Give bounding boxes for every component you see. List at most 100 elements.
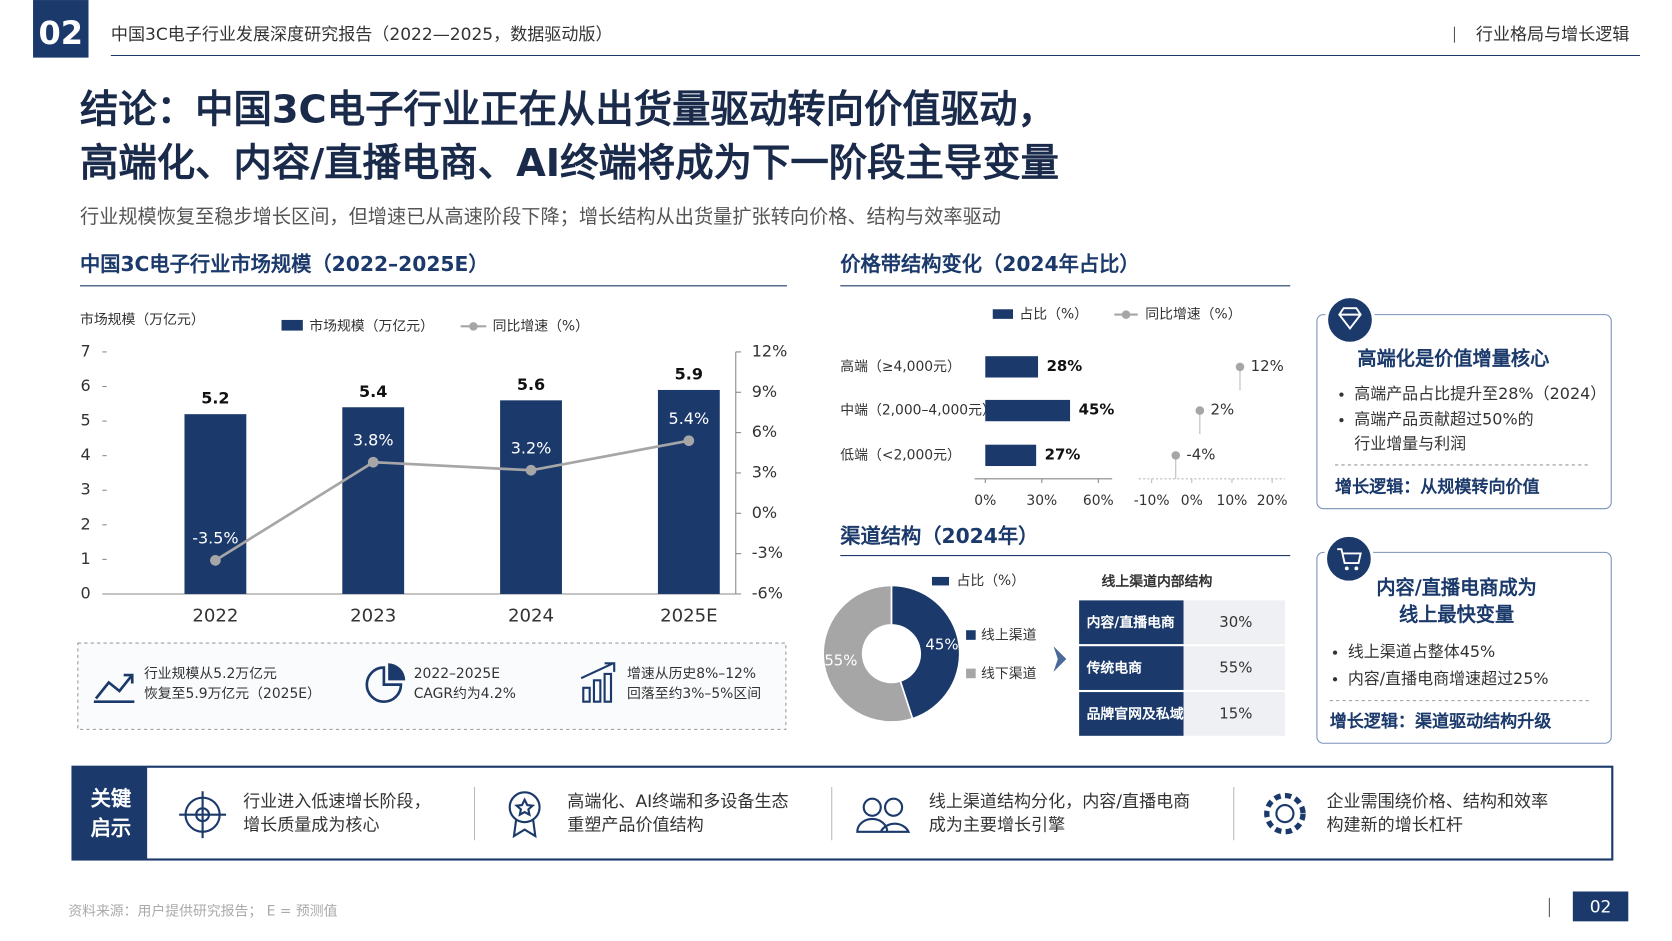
gear-icon: [1264, 792, 1306, 835]
stat-text: 行业规模从5.2万亿元: [144, 666, 277, 682]
headline: 结论：中国3C电子行业正在从出货量驱动转向价值驱动，: [80, 88, 1056, 133]
bar: [500, 400, 562, 594]
bar-value-label: 5.9: [675, 365, 703, 384]
growth-label: 3.2%: [511, 438, 552, 457]
table-cell: [1183, 692, 1285, 736]
insight-text: 高端化、AI终端和多设备生态: [567, 792, 788, 812]
growth-label: -4%: [1186, 445, 1215, 463]
stats-box: [77, 642, 787, 730]
bar-value-label: 5.6: [517, 375, 545, 394]
insight-label-block: [72, 766, 148, 860]
y-tick-label: 1: [80, 549, 90, 568]
legend-title: 占比（%）: [956, 573, 1025, 589]
bar-value-label: 27%: [1045, 445, 1081, 463]
bullet-text: 高端产品贡献超过50%的: [1354, 410, 1533, 429]
table-cell: [1079, 600, 1184, 645]
y-tick-label: 6: [80, 376, 90, 395]
growth-line: [214, 439, 690, 562]
legend-dot: [469, 322, 478, 331]
row-label: 内容/直播电商: [1087, 614, 1175, 631]
legend-label: 同比增速（%）: [1145, 307, 1241, 323]
y-tick-label: 2: [80, 514, 90, 533]
y2-tick-label: 0%: [752, 503, 777, 522]
card-logic: 增长逻辑：渠道驱动结构升级: [1330, 711, 1553, 732]
insight-text: 企业需围绕价格、结构和效率: [1327, 792, 1549, 812]
x2-tick-label: 20%: [1257, 493, 1288, 509]
x-tick-label: 0%: [974, 493, 996, 509]
table-cell: [1183, 646, 1285, 690]
badge-icon: [508, 791, 541, 824]
diamond-icon: [1338, 307, 1362, 331]
page-badge: [33, 0, 89, 58]
chart-title: 价格带结构变化（2024年占比）: [840, 252, 1139, 276]
legend-dot: [1121, 310, 1131, 319]
x-tick-label: 30%: [1026, 493, 1057, 509]
pie-icon: [365, 666, 403, 704]
x-tick-label: 2024: [508, 605, 554, 626]
x2-tick-label: 0%: [1181, 493, 1203, 509]
bullet-text: 高端产品占比提升至28%（2024）: [1354, 384, 1606, 403]
cart-icon: [1344, 566, 1349, 571]
card: [1316, 551, 1612, 744]
growth-point: [525, 464, 537, 476]
insight-text: 构建新的增长杠杆: [1327, 815, 1463, 835]
growth-label: -3.5%: [192, 529, 238, 548]
bar-value-label: 45%: [1079, 401, 1115, 419]
y-tick-label: 0: [80, 583, 90, 602]
x-tick-label: 2023: [350, 605, 396, 626]
y-tick-label: 3: [80, 480, 90, 499]
section-name: 行业格局与增长逻辑: [1476, 25, 1629, 45]
y2-tick-label: 3%: [752, 462, 777, 481]
donut-slice: [822, 584, 914, 723]
footer-page-number: 02: [1590, 897, 1612, 917]
insight-bar: [71, 765, 1614, 861]
growth-point: [1171, 451, 1180, 460]
trend-icon: [93, 673, 135, 704]
x2-tick-label: -10%: [1134, 493, 1170, 509]
slice-label: 55%: [824, 652, 857, 670]
bar: [985, 399, 1071, 422]
growth-point: [683, 435, 695, 447]
arrow: [1053, 646, 1067, 672]
bar: [985, 356, 1039, 378]
headline: 高端化、内容/直播电商、AI终端将成为下一阶段主导变量: [80, 141, 1059, 186]
category-label: 高端（≥4,000元）: [840, 358, 961, 375]
y-axis-label: 市场规模（万亿元）: [80, 311, 205, 328]
y2-tick-label: -6%: [752, 583, 783, 602]
gear-icon: [1275, 804, 1295, 824]
bullet-dot: [1332, 677, 1338, 682]
pie-icon: [388, 663, 406, 681]
bar: [184, 414, 247, 594]
cart-icon: [1337, 548, 1362, 565]
growth-point: [1235, 362, 1245, 372]
bar: [657, 389, 720, 594]
x2-tick-label: 10%: [1217, 493, 1248, 509]
legend-label: 线上渠道: [981, 628, 1037, 644]
y-tick-label: 7: [80, 341, 90, 360]
bullet-text: 内容/直播电商增速超过25%: [1348, 669, 1549, 688]
stat-text: 增速从历史8%–12%: [627, 666, 756, 682]
legend-swatch: [281, 319, 303, 331]
category-label: 中端（2,000–4,000元）: [840, 403, 996, 419]
card-icon: [1324, 294, 1376, 345]
legend-label: 占比（%）: [1019, 307, 1088, 323]
row-label: 传统电商: [1086, 660, 1143, 677]
people-icon: [883, 797, 904, 817]
table-cell: [1183, 600, 1285, 645]
legend-swatch: [931, 576, 950, 586]
legend-swatch: [966, 630, 976, 640]
insight-label: 关键: [91, 786, 132, 810]
row-label: 品牌官网及私域: [1087, 705, 1184, 722]
growth-point: [1195, 406, 1205, 415]
row-value: 55%: [1219, 659, 1252, 677]
stat-text: 恢复至5.9万亿元（2025E）: [144, 685, 321, 702]
report-title: 中国3C电子行业发展深度研究报告（2022—2025，数据驱动版）: [111, 25, 613, 45]
card-logic: 增长逻辑：从规模转向价值: [1335, 476, 1540, 497]
card-title: 线上最快变量: [1399, 603, 1514, 626]
y-tick-label: 4: [80, 445, 90, 464]
insight-icons: [179, 791, 1306, 839]
people-icon: [862, 797, 882, 817]
insight-text: 线上渠道结构分化，内容/直播电商: [929, 792, 1190, 812]
bar-value-label: 5.2: [201, 389, 229, 408]
